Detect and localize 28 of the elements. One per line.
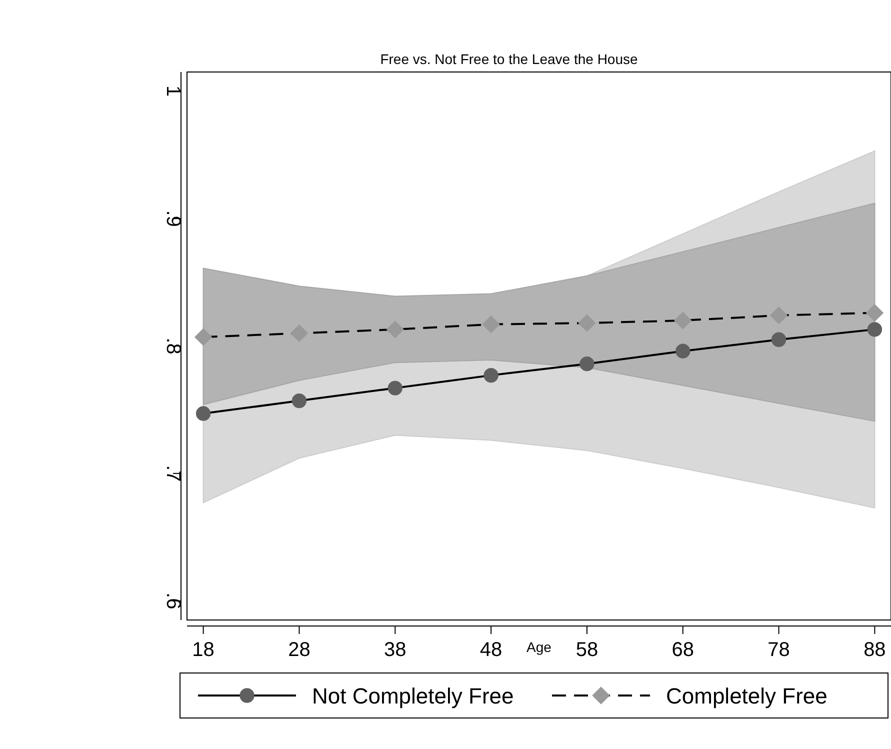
x-tick-label: 58 <box>576 639 598 661</box>
point <box>866 304 884 322</box>
x-axis-title: Age <box>526 639 552 655</box>
point <box>194 328 212 346</box>
point <box>676 344 690 358</box>
point <box>386 320 404 338</box>
x-tick-label: 28 <box>288 639 310 661</box>
point <box>196 406 211 421</box>
x-tick-label: 78 <box>768 639 790 661</box>
x-tick-label: 38 <box>384 639 406 661</box>
legend-label: Completely Free <box>666 684 828 708</box>
x-tick-label: 18 <box>192 639 214 661</box>
point <box>388 380 402 396</box>
point <box>290 324 308 342</box>
legend-label: Not Completely Free <box>312 684 514 708</box>
point <box>482 315 500 334</box>
x-tick-label: 68 <box>672 639 694 661</box>
point <box>771 332 786 347</box>
point <box>674 312 692 330</box>
point <box>578 314 596 332</box>
x-tick-label: 48 <box>480 639 502 661</box>
point <box>770 306 788 324</box>
point <box>580 356 594 372</box>
chart-title: Free vs. Not Free to the Leave the House <box>380 51 638 67</box>
point <box>484 368 498 383</box>
x-tick-label: 88 <box>864 639 886 661</box>
point <box>292 393 307 408</box>
point <box>867 322 882 337</box>
